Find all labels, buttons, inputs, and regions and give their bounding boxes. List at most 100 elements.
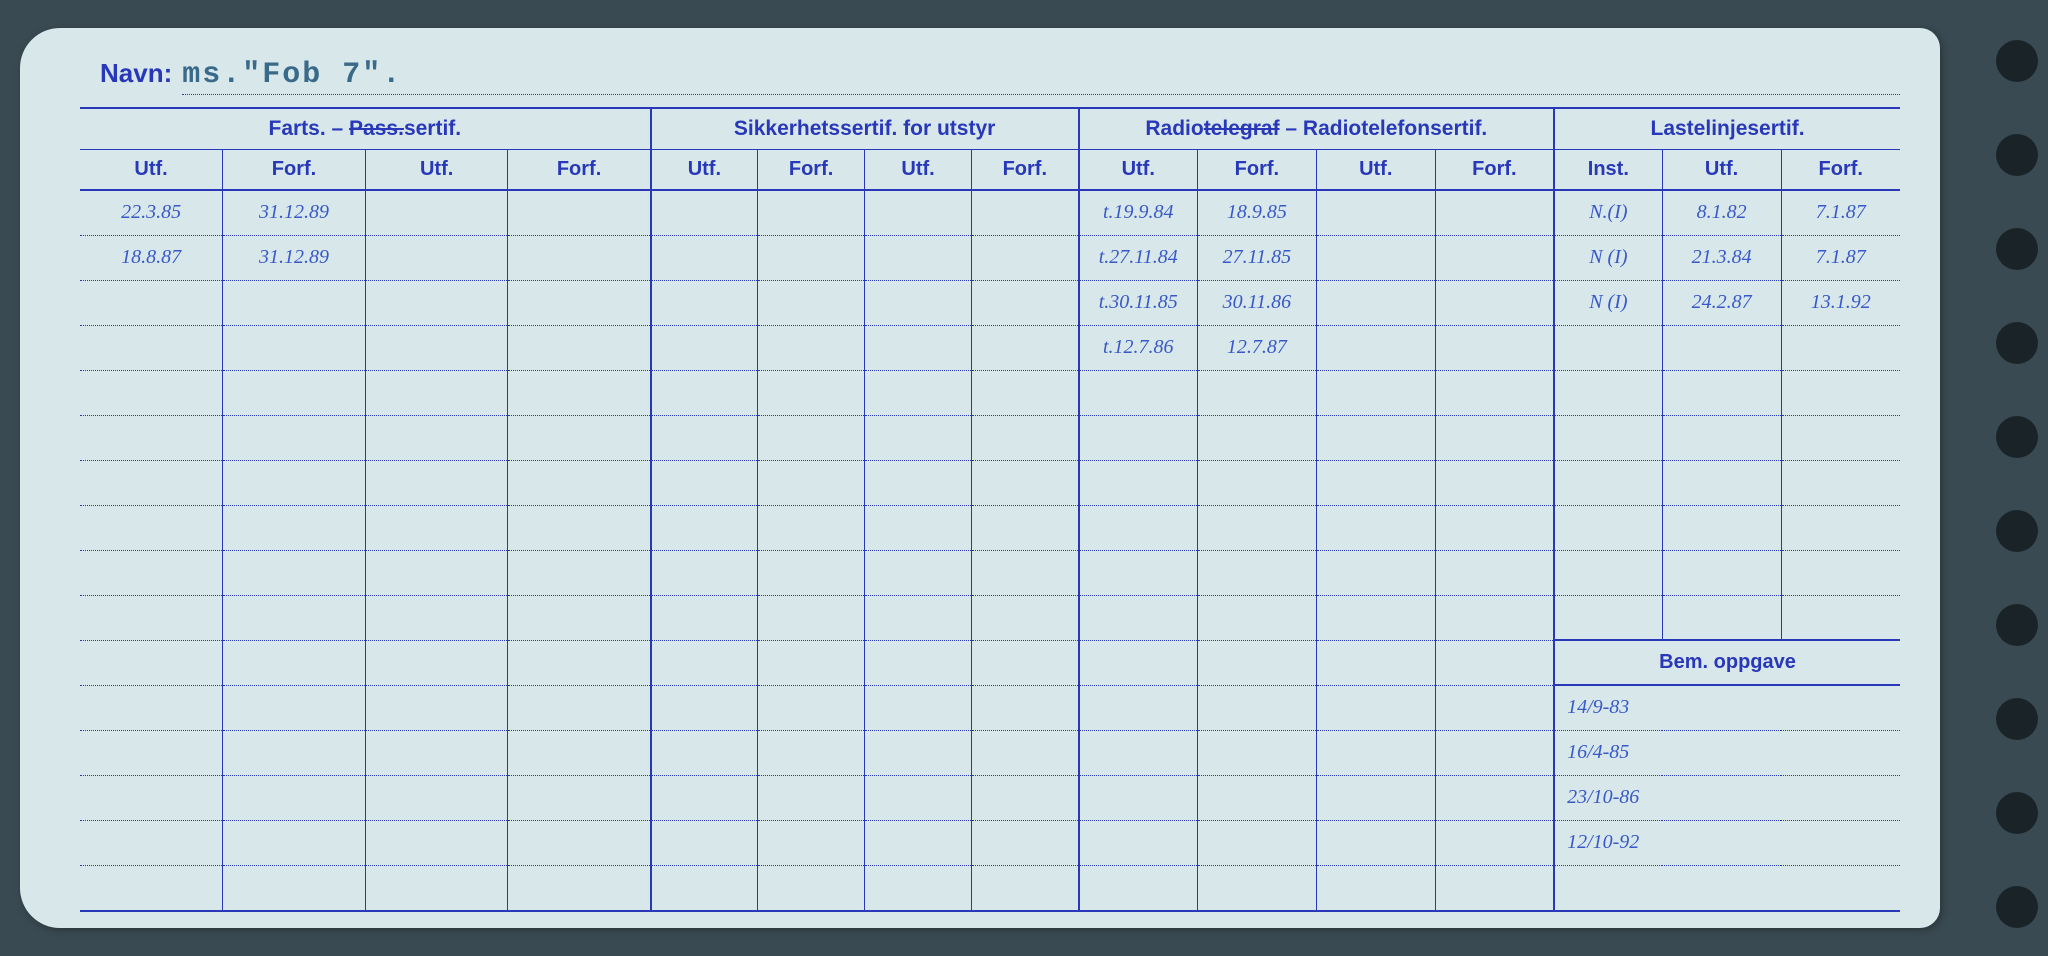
- table-row: t.30.11.85 30.11.86 N (I) 24.2.87 13.1.9…: [80, 280, 1900, 325]
- table-row: 14/9-83: [80, 685, 1900, 730]
- cell: [1316, 325, 1435, 370]
- section-radio: Radiotelegraf – Radiotelefonsertif.: [1079, 109, 1555, 150]
- col-utf: Utf.: [1316, 150, 1435, 191]
- cell: [865, 280, 972, 325]
- cell: [1316, 235, 1435, 280]
- hole-icon: [1996, 134, 2038, 176]
- cell: [651, 190, 758, 235]
- cell: [1554, 325, 1662, 370]
- bem-oppgave-label: Bem. oppgave: [1554, 640, 1900, 685]
- table-row: [80, 550, 1900, 595]
- cell: 12.7.87: [1197, 325, 1316, 370]
- hole-icon: [1996, 40, 2038, 82]
- table-row: 18.8.87 31.12.89 t.27.11.84 27.11.85 N (…: [80, 235, 1900, 280]
- cell: [1435, 235, 1554, 280]
- cell: 21.3.84: [1662, 235, 1781, 280]
- cell: [758, 325, 865, 370]
- cell: N.(I): [1554, 190, 1662, 235]
- col-forf: Forf.: [1435, 150, 1554, 191]
- table-row: [80, 415, 1900, 460]
- table-row: [80, 460, 1900, 505]
- hole-icon: [1996, 886, 2038, 928]
- cell: [223, 325, 366, 370]
- cell: [865, 190, 972, 235]
- cell: [972, 325, 1079, 370]
- table-row: [80, 505, 1900, 550]
- cell: [80, 325, 223, 370]
- cell: 24.2.87: [1662, 280, 1781, 325]
- cell: [365, 325, 508, 370]
- col-forf: Forf.: [1781, 150, 1900, 191]
- hole-icon: [1996, 792, 2038, 834]
- table-row: 23/10-86: [80, 775, 1900, 820]
- hole-icon: [1996, 416, 2038, 458]
- table-row: [80, 370, 1900, 415]
- cell: 27.11.85: [1197, 235, 1316, 280]
- cell: [972, 190, 1079, 235]
- cell: t.27.11.84: [1079, 235, 1198, 280]
- cell: 18.8.87: [80, 235, 223, 280]
- col-forf: Forf.: [223, 150, 366, 191]
- col-forf: Forf.: [1197, 150, 1316, 191]
- sub-header-row: Utf. Forf. Utf. Forf. Utf. Forf. Utf. Fo…: [80, 150, 1900, 191]
- cell: [1435, 325, 1554, 370]
- cell: [508, 190, 651, 235]
- cell: N (I): [1554, 235, 1662, 280]
- cell: [758, 190, 865, 235]
- col-utf: Utf.: [865, 150, 972, 191]
- cell: N (I): [1554, 280, 1662, 325]
- col-utf: Utf.: [80, 150, 223, 191]
- cell: [223, 280, 366, 325]
- cell: [651, 325, 758, 370]
- record-card: Navn: ms."Fob 7". Farts. – Pass.sertif. …: [20, 28, 1940, 928]
- cell: [365, 235, 508, 280]
- cell: 30.11.86: [1197, 280, 1316, 325]
- table-row: t.12.7.86 12.7.87: [80, 325, 1900, 370]
- table-row: 22.3.85 31.12.89 t.19.9.84 18.9.85 N.(I)…: [80, 190, 1900, 235]
- cell: [365, 280, 508, 325]
- cell: 7.1.87: [1781, 235, 1900, 280]
- table-row: [80, 595, 1900, 640]
- certificate-table: Farts. – Pass.sertif. Sikkerhetssertif. …: [80, 109, 1900, 910]
- hole-icon: [1996, 698, 2038, 740]
- cell: 31.12.89: [223, 190, 366, 235]
- cell: [1316, 190, 1435, 235]
- cell: 13.1.92: [1781, 280, 1900, 325]
- col-utf: Utf.: [1662, 150, 1781, 191]
- hole-icon: [1996, 228, 2038, 270]
- cell: t.30.11.85: [1079, 280, 1198, 325]
- cell: [508, 280, 651, 325]
- table-body: 22.3.85 31.12.89 t.19.9.84 18.9.85 N.(I)…: [80, 190, 1900, 910]
- bem-cell: 12/10-92: [1554, 820, 1900, 865]
- cell: [508, 325, 651, 370]
- cell: [1435, 280, 1554, 325]
- cell: [865, 325, 972, 370]
- bem-cell: 14/9-83: [1554, 685, 1900, 730]
- col-utf: Utf.: [1079, 150, 1198, 191]
- cell: 18.9.85: [1197, 190, 1316, 235]
- cell: [1662, 325, 1781, 370]
- col-utf: Utf.: [651, 150, 758, 191]
- bem-header-row: Bem. oppgave: [80, 640, 1900, 685]
- binder-holes: [1996, 40, 2038, 928]
- cell: 8.1.82: [1662, 190, 1781, 235]
- col-forf: Forf.: [972, 150, 1079, 191]
- cell: [651, 280, 758, 325]
- bem-cell: 23/10-86: [1554, 775, 1900, 820]
- cell: t.12.7.86: [1079, 325, 1198, 370]
- cell: 22.3.85: [80, 190, 223, 235]
- cell: t.19.9.84: [1079, 190, 1198, 235]
- cell: 7.1.87: [1781, 190, 1900, 235]
- hole-icon: [1996, 604, 2038, 646]
- cell: [1435, 190, 1554, 235]
- section-header-row: Farts. – Pass.sertif. Sikkerhetssertif. …: [80, 109, 1900, 150]
- col-forf: Forf.: [508, 150, 651, 191]
- cell: [758, 235, 865, 280]
- table-row: [80, 865, 1900, 910]
- cell: [1316, 280, 1435, 325]
- cell: [972, 235, 1079, 280]
- cell: [508, 235, 651, 280]
- cell: [651, 235, 758, 280]
- cell: 31.12.89: [223, 235, 366, 280]
- certificate-grid: Farts. – Pass.sertif. Sikkerhetssertif. …: [80, 107, 1900, 912]
